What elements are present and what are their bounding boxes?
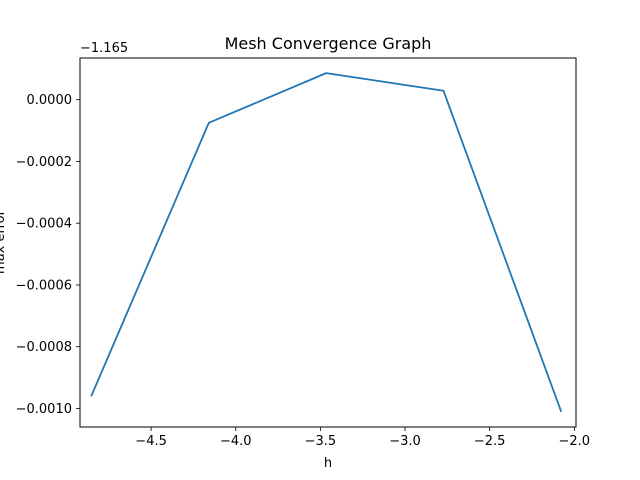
y-tick-label: −0.0008: [16, 340, 72, 355]
x-tick-label: −4.5: [135, 434, 167, 449]
series-line: [90, 72, 563, 413]
x-tick-label: −4.0: [220, 434, 252, 449]
plot-frame: [79, 57, 577, 428]
x-axis-label: h: [324, 456, 332, 471]
x-tick-label: −3.0: [389, 434, 421, 449]
y-tick-label: −0.0004: [16, 217, 72, 232]
x-axis: −4.5 −4.0 −3.5 −3.0 −2.5 −2.0: [135, 427, 590, 449]
y-axis-label: max error: [0, 209, 8, 274]
y-axis: 0.0000 −0.0002 −0.0004 −0.0006 −0.0008 −0.001…: [16, 93, 80, 417]
x-tick-label: −3.5: [305, 434, 337, 449]
y-tick-label: −0.0006: [16, 278, 72, 293]
x-tick-label: −2.0: [559, 434, 591, 449]
chart-title: Mesh Convergence Graph: [225, 34, 432, 53]
y-tick-label: 0.0000: [27, 93, 73, 108]
y-tick-label: −0.0002: [16, 155, 72, 170]
y-offset-label: −1.165: [80, 41, 128, 56]
x-tick-label: −2.5: [474, 434, 506, 449]
y-tick-label: −0.0010: [16, 402, 72, 417]
series-layer: [90, 72, 563, 413]
